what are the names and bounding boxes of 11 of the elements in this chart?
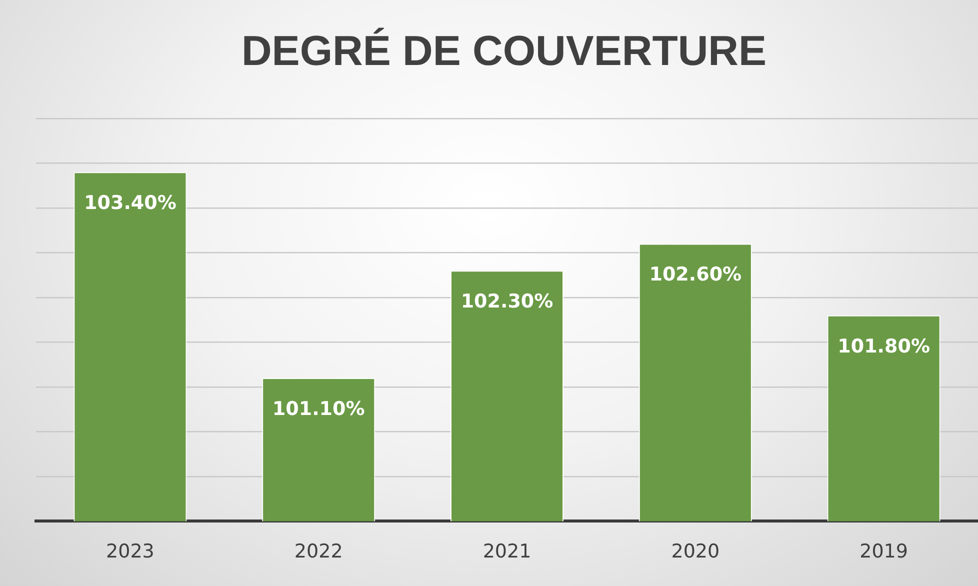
x-tick-label: 2020 [671,540,720,563]
data-label: 102.60% [649,264,742,286]
x-tick-label: 2019 [860,540,908,563]
x-tick-label: 2023 [106,540,154,563]
data-label: 103.40% [84,192,176,214]
data-label: 102.30% [460,290,554,313]
data-label: 101.80% [838,335,930,358]
x-tick-label: 2021 [482,540,532,563]
data-label: 101.10% [272,398,365,420]
chart-title: DEGRÉ DE COUVERTURE [241,26,767,74]
x-tick-label: 2022 [294,540,343,563]
